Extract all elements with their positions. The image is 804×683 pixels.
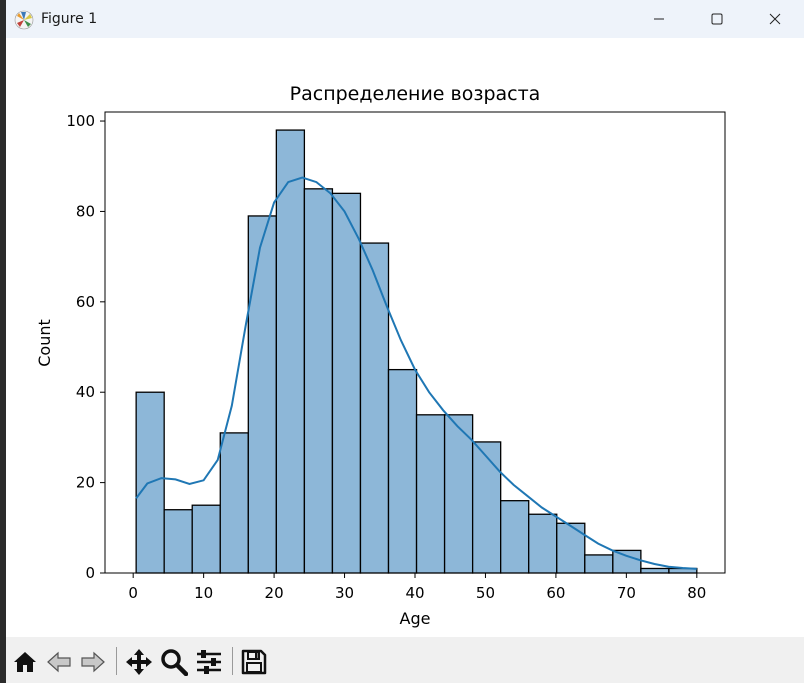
y-axis-ticks: 0 20 40 60 80 100 (66, 112, 105, 582)
configure-subplots-button[interactable] (194, 647, 224, 677)
histogram-bar (640, 567, 670, 574)
histogram-bar (275, 129, 306, 574)
x-tick-label: 60 (546, 584, 565, 602)
save-button[interactable] (239, 647, 269, 677)
kde-curve (135, 176, 697, 570)
histogram-bar (612, 549, 642, 574)
y-tick-label: 20 (76, 474, 95, 492)
y-axis-label: Count (35, 319, 54, 367)
x-tick-label: 40 (405, 584, 424, 602)
figure-window: Figure 1 Распределение возраста 0 10 20 30 4… (6, 0, 804, 683)
close-button[interactable] (746, 0, 804, 38)
x-tick-label: 30 (335, 584, 354, 602)
zoom-button[interactable] (159, 647, 189, 677)
home-icon (14, 652, 36, 672)
histogram-bar (415, 414, 446, 574)
back-arrow-icon (47, 651, 71, 673)
zoom-icon (161, 649, 188, 676)
y-tick-label: 40 (76, 383, 95, 401)
save-icon (241, 649, 267, 675)
maximize-icon (711, 13, 723, 25)
x-tick-label: 20 (265, 584, 284, 602)
x-axis-label: Age (400, 609, 431, 628)
histogram-bar (556, 522, 586, 574)
histogram-bar (443, 414, 474, 574)
matplotlib-logo-icon (14, 10, 34, 30)
toolbar-separator (232, 647, 233, 675)
bars-group (135, 129, 698, 574)
home-button[interactable] (10, 647, 40, 677)
title-bar: Figure 1 (6, 0, 804, 38)
figure-canvas[interactable]: Распределение возраста 0 10 20 30 40 50 60 70 80… (6, 38, 804, 637)
x-tick-label: 0 (128, 584, 138, 602)
forward-button[interactable] (78, 647, 108, 677)
x-tick-label: 80 (687, 584, 706, 602)
forward-arrow-icon (81, 651, 105, 673)
x-tick-label: 10 (194, 584, 213, 602)
y-tick-label: 60 (76, 293, 95, 311)
y-tick-label: 0 (85, 564, 95, 582)
histogram-bar (387, 368, 418, 574)
histogram-bar (191, 504, 221, 574)
histogram-bar (331, 192, 362, 574)
back-button[interactable] (44, 647, 74, 677)
histogram-bar (219, 432, 249, 574)
toolbar-separator (116, 647, 117, 675)
minimize-button[interactable] (630, 0, 688, 38)
histogram-bar (247, 215, 277, 574)
histogram-bar (528, 513, 558, 574)
histogram-bar (500, 500, 530, 574)
x-tick-label: 70 (617, 584, 636, 602)
histogram-bar (163, 509, 193, 574)
configure-subplots-icon (197, 650, 221, 674)
pan-button[interactable] (124, 647, 154, 677)
y-tick-label: 80 (76, 202, 95, 220)
histogram-bar (471, 441, 502, 574)
histogram-bar (584, 554, 614, 574)
close-icon (769, 13, 781, 25)
histogram-bar (303, 188, 334, 574)
pan-icon (126, 649, 152, 675)
window-title: Figure 1 (41, 11, 98, 27)
minimize-icon (654, 18, 664, 20)
maximize-button[interactable] (688, 0, 746, 38)
chart-title: Распределение возраста (290, 83, 541, 105)
y-tick-label: 100 (66, 112, 95, 130)
histogram-bar (359, 242, 390, 574)
x-axis-ticks: 0 10 20 30 40 50 60 70 80 (128, 573, 706, 602)
x-tick-label: 50 (476, 584, 495, 602)
navigation-toolbar (6, 637, 804, 683)
histogram-chart: Распределение возраста 0 10 20 30 40 50 60 70 80… (35, 83, 726, 628)
